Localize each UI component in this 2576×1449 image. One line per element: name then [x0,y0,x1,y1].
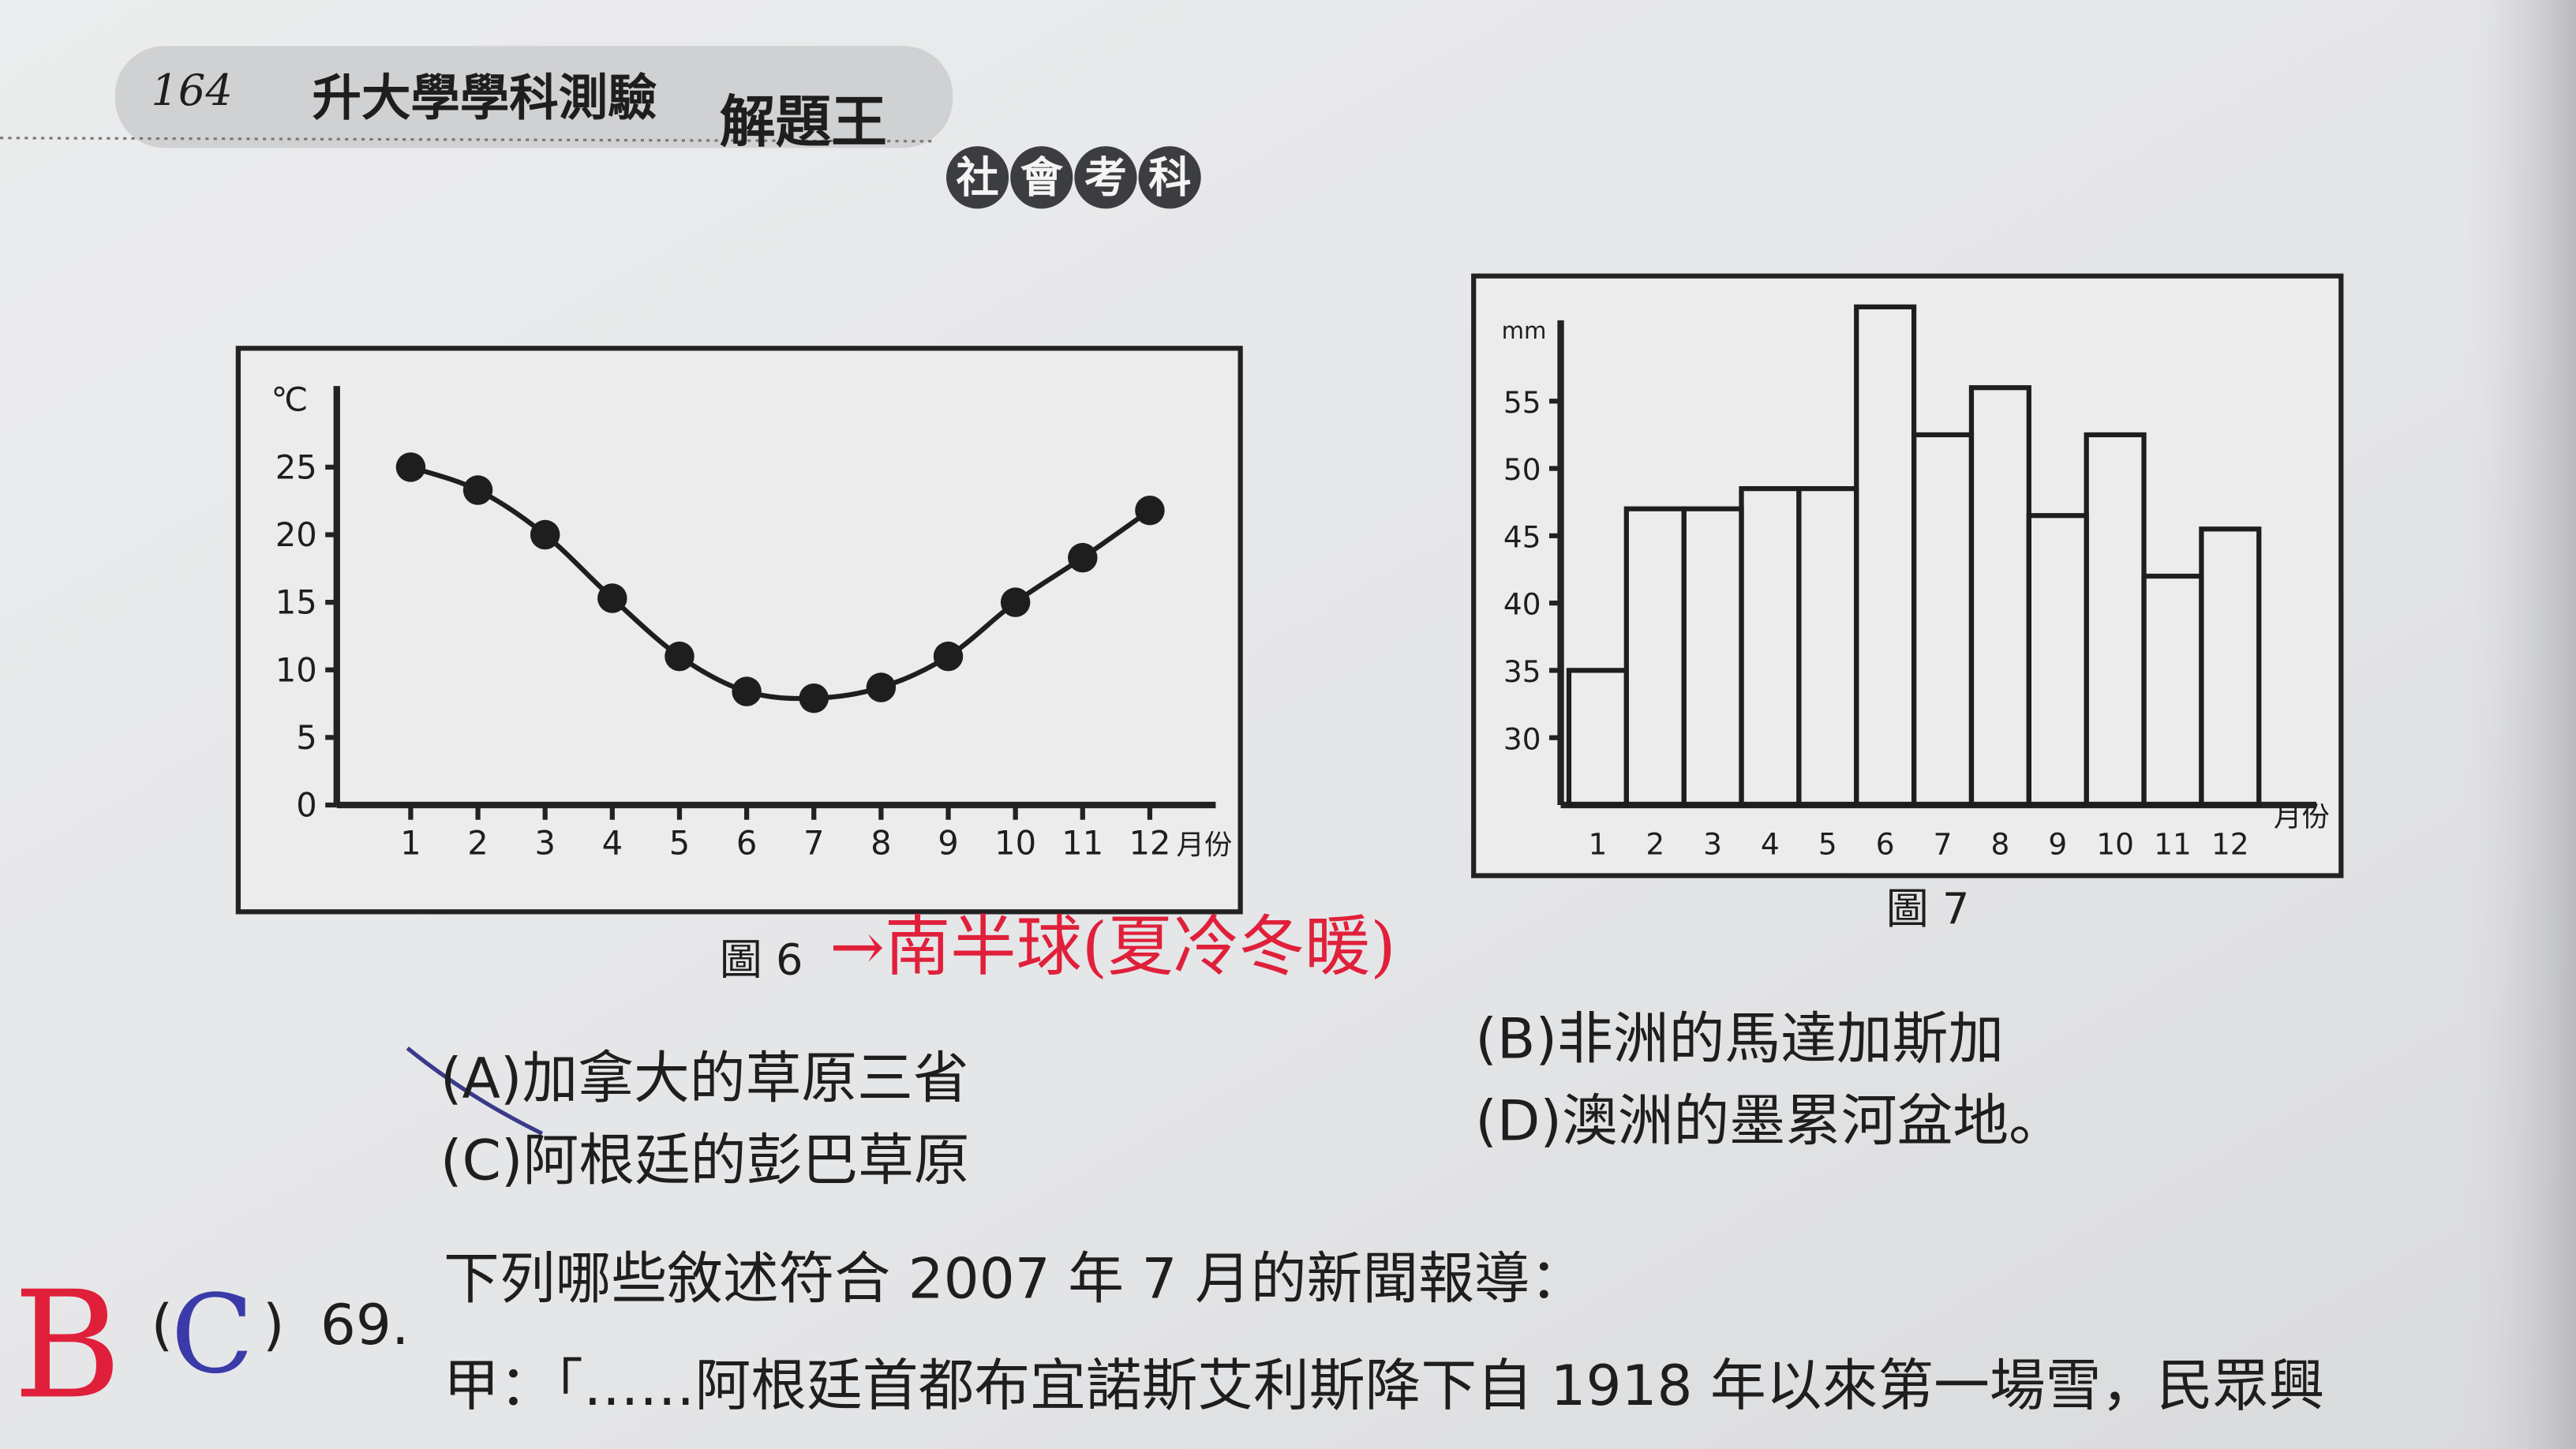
option: (B)非洲的馬達加斯加 [1475,1006,2004,1072]
check-mark [406,1046,544,1136]
x-tick-label: 10 [2096,826,2134,861]
x-tick-label: 2 [467,823,488,862]
handwritten-answer: C [170,1271,253,1398]
figure-caption: 圖 6 [720,934,803,984]
x-unit: 月份 [2274,801,2330,833]
answer-bracket: ( [152,1292,174,1357]
x-tick-label: 5 [669,823,690,862]
option: (C)阿根廷的彭巴草原 [440,1128,970,1193]
option: (A)加拿大的草原三省 [440,1046,969,1111]
y-tick-label: 10 [275,650,317,689]
x-tick-label: 11 [1061,823,1103,862]
y-tick-label: 0 [296,786,316,825]
subject-badge [946,146,1009,209]
x-tick-label: 4 [602,823,623,862]
x-tick-label: 9 [2048,826,2067,861]
figure-frame [1471,273,2344,878]
series-title: 解題王 [720,89,887,155]
x-tick-label: 9 [938,823,958,862]
page-edge [2464,0,2576,1449]
figure-frame [235,346,1243,915]
x-tick-label: 3 [534,823,555,862]
question-stem: 下列哪些敘述符合 2007 年 7 月的新聞報導： [444,1245,1586,1311]
x-tick-label: 1 [400,823,421,862]
temperature-point [1135,495,1165,526]
y-tick-label: 40 [1503,587,1541,622]
x-tick-label: 12 [2211,826,2249,861]
x-tick-label: 6 [736,823,757,862]
x-unit: 月份 [1176,829,1232,861]
y-tick-label: 30 [1503,721,1541,756]
subject-char: 社 [957,153,999,203]
book-title: 升大學學科測驗 [313,69,657,127]
subject-badge [1138,146,1201,209]
x-tick-label: 11 [2154,826,2192,861]
y-tick-label: 15 [275,583,317,622]
temperature-point [866,672,897,702]
question-number: 69. [320,1292,410,1357]
temperature-point [933,641,964,672]
y-tick-label: 50 [1503,452,1541,487]
y-unit: ℃ [271,380,308,418]
x-tick-label: 8 [1990,826,2009,861]
temperature-point [1000,587,1031,617]
y-tick-label: 5 [296,718,316,757]
figure-caption: 圖 7 [1886,884,1970,934]
x-tick-label: 5 [1818,826,1837,861]
x-tick-label: 7 [1934,826,1953,861]
handwritten-note: →南半球(夏冷冬暖) [829,908,1395,985]
y-tick-label: 20 [275,515,317,554]
header-banner [114,46,953,148]
temperature-point [732,676,762,706]
x-tick-label: 4 [1761,826,1780,861]
handwritten-answer: B [13,1260,122,1432]
question-line: 甲：「……阿根廷首都布宜諾斯艾利斯降下自 1918 年以來第一場雪，民眾興 [444,1353,2324,1418]
temperature-point [1068,542,1098,573]
subject-badge [1074,146,1137,209]
temperature-point [462,475,493,505]
subject-char: 會 [1020,153,1064,203]
header-rule [0,137,937,143]
temperature-point [597,583,627,613]
y-tick-label: 55 [1503,385,1541,420]
temperature-point [395,452,426,482]
x-tick-label: 2 [1646,826,1664,861]
x-tick-label: 8 [871,823,891,862]
option: (D)澳洲的墨累河盆地。 [1475,1088,2065,1154]
x-tick-label: 6 [1876,826,1895,861]
page-number: 164 [152,66,233,115]
y-tick-label: 25 [275,447,317,486]
x-tick-label: 1 [1588,826,1607,861]
temperature-point [665,641,695,672]
temperature-point [799,683,829,713]
y-tick-label: 35 [1503,654,1541,689]
subject-badges: 社會考科 [946,146,1201,209]
x-tick-label: 12 [1129,823,1170,862]
subject-char: 考 [1084,153,1127,203]
x-tick-label: 10 [994,823,1036,862]
subject-char: 科 [1148,153,1191,203]
subject-badge [1010,146,1073,209]
x-tick-label: 3 [1703,826,1722,861]
y-unit: mm [1502,317,1547,344]
precipitation-bar [2199,526,2262,808]
answer-bracket: ) [263,1292,285,1357]
x-tick-label: 7 [803,823,824,862]
temperature-point [530,519,560,550]
y-tick-label: 45 [1503,519,1541,554]
